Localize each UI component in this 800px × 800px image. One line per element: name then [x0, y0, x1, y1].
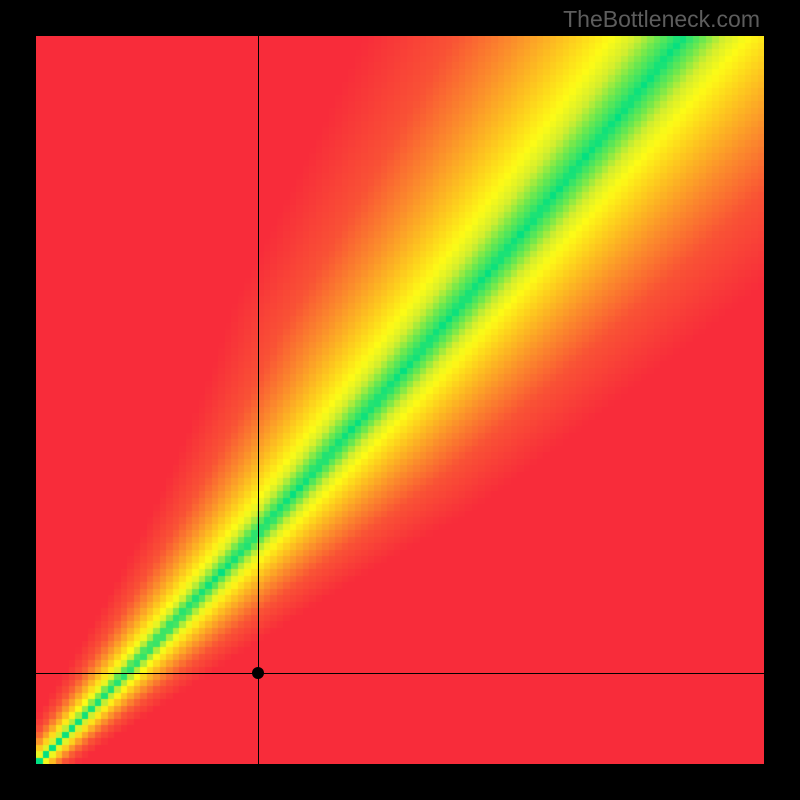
crosshair-vertical [258, 36, 259, 764]
heatmap-plot [36, 36, 764, 764]
heatmap-canvas [36, 36, 764, 764]
watermark-text: TheBottleneck.com [563, 6, 760, 33]
crosshair-marker [252, 667, 264, 679]
crosshair-horizontal [36, 673, 764, 674]
